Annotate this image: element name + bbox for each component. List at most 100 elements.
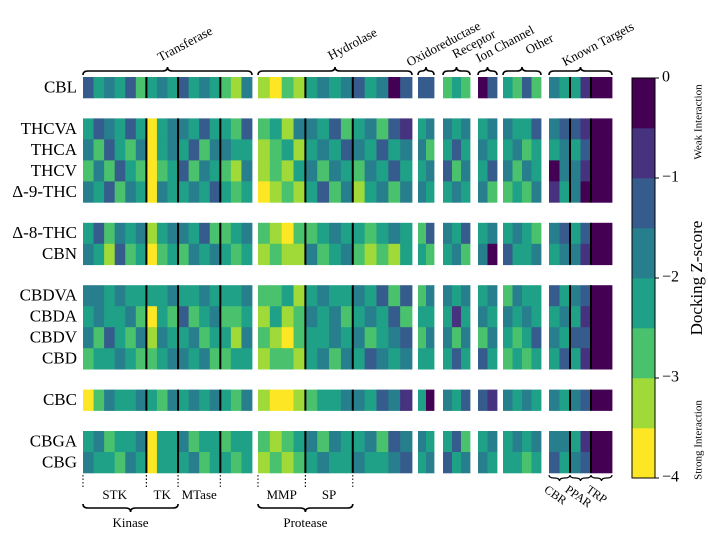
heatmap-cell bbox=[269, 118, 283, 140]
group-brace bbox=[502, 66, 542, 76]
heatmap-cell bbox=[230, 118, 242, 140]
heatmap-cell bbox=[188, 139, 200, 161]
heatmap-cell bbox=[135, 285, 147, 307]
heatmap-cell bbox=[220, 181, 232, 203]
heatmap-cell bbox=[199, 181, 211, 203]
heatmap-cell bbox=[549, 222, 560, 245]
heatmap-cell bbox=[400, 77, 413, 99]
heatmap-cell bbox=[376, 327, 389, 349]
heatmap-cell bbox=[570, 118, 581, 140]
heatmap-cell bbox=[146, 77, 158, 99]
colorbar-tick-label: −4 bbox=[662, 469, 679, 486]
heatmap-cell bbox=[241, 348, 253, 370]
heatmap-cell bbox=[376, 348, 389, 370]
heatmap-cell bbox=[188, 118, 200, 140]
heatmap-cell bbox=[443, 389, 453, 411]
heatmap-cell bbox=[293, 348, 306, 370]
heatmap-cell bbox=[156, 118, 168, 140]
heatmap-cell bbox=[487, 306, 498, 328]
heatmap-cell bbox=[104, 77, 116, 99]
heatmap-cell bbox=[329, 243, 342, 266]
heatmap-cell bbox=[580, 181, 592, 203]
heatmap-cell bbox=[418, 348, 427, 370]
heatmap-cell bbox=[559, 452, 571, 474]
heatmap-cell bbox=[376, 222, 389, 245]
heatmap-cell bbox=[340, 327, 354, 349]
heatmap-cell bbox=[591, 452, 602, 474]
heatmap-cell bbox=[443, 431, 453, 453]
heatmap-cell bbox=[340, 306, 354, 328]
heatmap-cell bbox=[426, 181, 435, 203]
heatmap-cell bbox=[426, 243, 435, 266]
colorbar-tick-label: −2 bbox=[662, 269, 679, 286]
heatmap-cell bbox=[601, 243, 613, 266]
heatmap-cell bbox=[512, 389, 523, 411]
heatmap-cell bbox=[601, 77, 613, 99]
heatmap-cell bbox=[125, 348, 137, 370]
heatmap-cell bbox=[443, 306, 453, 328]
heatmap-cell bbox=[83, 348, 94, 370]
row-label: THCVA bbox=[21, 119, 78, 138]
heatmap-cell bbox=[549, 348, 560, 370]
heatmap-cell bbox=[376, 389, 389, 411]
heatmap-cell bbox=[388, 306, 401, 328]
heatmap-cell bbox=[443, 222, 453, 245]
heatmap-cell bbox=[188, 222, 200, 245]
heatmap-cell bbox=[93, 327, 105, 349]
heatmap-cell bbox=[531, 452, 542, 474]
heatmap-cell bbox=[114, 181, 126, 203]
heatmap-cell bbox=[281, 285, 294, 307]
heatmap-cell bbox=[340, 389, 354, 411]
heatmap-cell bbox=[114, 139, 126, 161]
heatmap-cell bbox=[317, 243, 330, 266]
heatmap-cell bbox=[503, 348, 513, 370]
heatmap-cell bbox=[512, 222, 523, 245]
heatmap-cell bbox=[178, 285, 190, 307]
heatmap-cell bbox=[443, 327, 453, 349]
heatmap-cell bbox=[503, 139, 513, 161]
heatmap-cell bbox=[352, 348, 366, 370]
heatmap-cell bbox=[478, 181, 488, 203]
heatmap-cell bbox=[340, 285, 354, 307]
heatmap-cell bbox=[178, 222, 190, 245]
heatmap-cell bbox=[329, 160, 342, 182]
heatmap-cell bbox=[146, 139, 158, 161]
heatmap-cell bbox=[352, 181, 366, 203]
heatmap-cell bbox=[329, 77, 342, 99]
heatmap-cell bbox=[352, 160, 366, 182]
heatmap-cell bbox=[329, 139, 342, 161]
parent-brace bbox=[257, 503, 354, 513]
heatmap-cell bbox=[376, 243, 389, 266]
heatmap-cell bbox=[388, 181, 401, 203]
heatmap-cell bbox=[522, 306, 532, 328]
heatmap-cell bbox=[570, 243, 581, 266]
heatmap-cell bbox=[329, 306, 342, 328]
heatmap-cell bbox=[400, 327, 413, 349]
heatmap-cell bbox=[461, 77, 471, 99]
heatmap-cell bbox=[241, 285, 253, 307]
heatmap-cell bbox=[258, 348, 271, 370]
heatmap-cell bbox=[531, 431, 542, 453]
heatmap-cell bbox=[230, 285, 242, 307]
heatmap-cell bbox=[364, 139, 377, 161]
heatmap-cell bbox=[156, 389, 168, 411]
heatmap-cell bbox=[258, 389, 271, 411]
heatmap-cell bbox=[549, 160, 560, 182]
heatmap-cell bbox=[364, 160, 377, 182]
heatmap-cell bbox=[146, 389, 158, 411]
heatmap-cell bbox=[580, 327, 592, 349]
heatmap-cell bbox=[269, 243, 283, 266]
heatmap-cell bbox=[83, 452, 94, 474]
heatmap-cell bbox=[188, 327, 200, 349]
heatmap-cell bbox=[418, 306, 427, 328]
heatmap-cell bbox=[352, 306, 366, 328]
heatmap-cell bbox=[512, 431, 523, 453]
heatmap-cell bbox=[156, 243, 168, 266]
heatmap-cell bbox=[364, 222, 377, 245]
heatmap-cell bbox=[329, 181, 342, 203]
heatmap-cell bbox=[293, 243, 306, 266]
heatmap-cell bbox=[452, 285, 462, 307]
heatmap-cell bbox=[531, 348, 542, 370]
heatmap-cell bbox=[478, 389, 488, 411]
